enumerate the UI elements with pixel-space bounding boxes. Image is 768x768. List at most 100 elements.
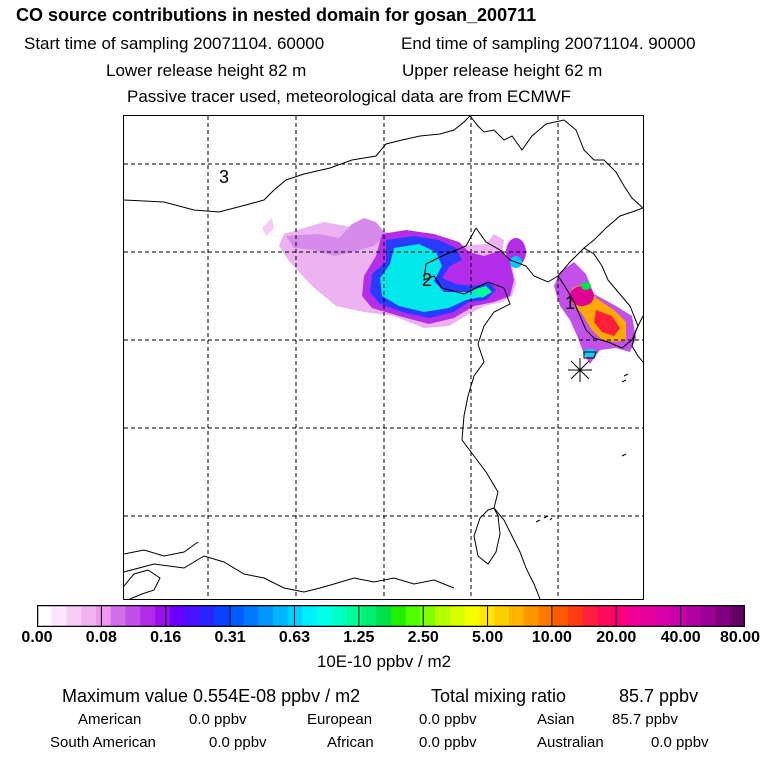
asian-label: Asian	[537, 711, 575, 728]
colorbar-tick-label: 0.08	[85, 629, 117, 646]
colorbar-swatch	[66, 605, 82, 627]
american-value: 0.0 ppbv	[189, 711, 247, 728]
colorbar-swatch	[420, 605, 436, 627]
colorbar-swatch	[258, 605, 274, 627]
colorbar-swatch	[700, 605, 716, 627]
colorbar-swatch	[450, 605, 466, 627]
colorbar-swatch	[715, 605, 731, 627]
colorbar-swatch	[243, 605, 259, 627]
lat-lon-grid	[124, 116, 643, 599]
korea-peninsula	[557, 247, 639, 349]
plume-core	[380, 244, 486, 312]
colorbar-swatch	[273, 605, 289, 627]
tracer-info-label: Passive tracer used, meteorological data…	[127, 87, 572, 106]
region-label-3: 3	[219, 167, 229, 187]
colorbar-swatch	[376, 605, 392, 627]
colorbar-swatch	[686, 605, 702, 627]
colorbar-swatch	[287, 605, 303, 627]
colorbar-swatch	[730, 605, 745, 627]
colorbar-swatch	[155, 605, 171, 627]
south-american-label: South American	[50, 734, 156, 751]
upper-release-height-label: Upper release height 62 m	[402, 61, 603, 80]
colorbar-swatch	[51, 605, 67, 627]
african-label: African	[327, 734, 374, 751]
colorbar-swatch	[582, 605, 598, 627]
jeju-island	[583, 351, 597, 359]
colorbar-swatch	[627, 605, 643, 627]
colorbar-swatch	[110, 605, 126, 627]
colorbar-swatch	[214, 605, 230, 627]
total-mixing-ratio-label: Total mixing ratio	[431, 686, 567, 706]
colorbar-swatch	[612, 605, 628, 627]
colorbar-tick-label: 0.63	[278, 629, 311, 646]
japan-kyushu	[631, 315, 643, 363]
map-panel: 1 2 3	[123, 115, 644, 600]
plume-layer	[262, 218, 636, 364]
plume-korea-green	[581, 282, 591, 290]
colorbar-swatch	[464, 605, 480, 627]
australian-label: Australian	[537, 734, 604, 751]
page-title: CO source contributions in nested domain…	[16, 5, 537, 25]
colorbar-swatch	[332, 605, 348, 627]
plume-west	[286, 218, 386, 256]
colorbar-swatch	[125, 605, 141, 627]
coastlines	[124, 116, 643, 599]
coast-bohai	[423, 227, 541, 599]
colorbar-swatch	[568, 605, 584, 627]
colorbar-swatch	[641, 605, 657, 627]
colorbar-swatch	[37, 605, 53, 627]
colorbar-swatch	[317, 605, 333, 627]
plume-korea-red	[594, 310, 620, 336]
colorbar-tick-label: 0.00	[21, 629, 53, 646]
australian-value: 0.0 ppbv	[651, 734, 709, 751]
european-label: European	[307, 711, 373, 728]
plume-jeju	[583, 349, 597, 357]
region-label-2: 2	[422, 270, 432, 290]
start-time-label: Start time of sampling 20071104. 60000	[24, 34, 325, 53]
colorbar-swatch	[199, 605, 215, 627]
colorbar-swatch	[346, 605, 362, 627]
receptor-star-icon	[568, 358, 592, 382]
colorbar-swatch	[361, 605, 377, 627]
south-american-value: 0.0 ppbv	[209, 734, 267, 751]
hainan	[124, 569, 161, 599]
lower-release-height-label: Lower release height 82 m	[106, 61, 307, 80]
colorbar-swatch	[509, 605, 525, 627]
max-value-label: Maximum value 0.554E-08 ppbv / m2	[62, 686, 361, 706]
colorbar-tick-label: 0.16	[150, 629, 182, 646]
colorbar-units-label: 10E-10 ppbv / m2	[316, 652, 452, 671]
colorbar-swatch	[435, 605, 451, 627]
map-canvas: 1 2 3	[124, 116, 643, 599]
african-value: 0.0 ppbv	[419, 734, 477, 751]
total-mixing-ratio-value: 85.7 ppbv	[619, 686, 699, 706]
border-manchuria	[469, 116, 643, 209]
colorbar-tick-label: 5.00	[471, 629, 504, 646]
colorbar-swatch	[405, 605, 421, 627]
colorbar-swatch	[553, 605, 569, 627]
colorbar-tick-label: 20.00	[596, 629, 637, 646]
colorbar-tick-label: 1.25	[343, 629, 375, 646]
plume-faint-west	[262, 218, 274, 236]
asian-value: 85.7 ppbv	[612, 711, 678, 728]
colorbar-swatch	[96, 605, 112, 627]
northern-border	[124, 116, 471, 213]
colorbar-swatch	[140, 605, 156, 627]
south-border-2	[124, 541, 199, 557]
colorbar-swatch	[228, 605, 244, 627]
colorbar-swatch	[597, 605, 613, 627]
south-border-1	[124, 555, 455, 593]
colorbar-swatch	[81, 605, 97, 627]
colorbar-swatch	[494, 605, 510, 627]
colorbar-swatch	[184, 605, 200, 627]
end-time-label: End time of sampling 20071104. 90000	[401, 34, 696, 53]
colorbar-tick-label: 2.50	[407, 629, 439, 646]
colorbar-swatch	[169, 605, 185, 627]
colorbar-tick-label: 10.00	[531, 629, 572, 646]
plume-green-patch	[472, 286, 492, 298]
colorbar-tick-label: 40.00	[660, 629, 701, 646]
european-value: 0.0 ppbv	[419, 711, 477, 728]
colorbar	[37, 605, 745, 627]
plume-korea-peak	[570, 286, 594, 306]
colorbar-swatch	[671, 605, 687, 627]
colorbar-swatch	[523, 605, 539, 627]
